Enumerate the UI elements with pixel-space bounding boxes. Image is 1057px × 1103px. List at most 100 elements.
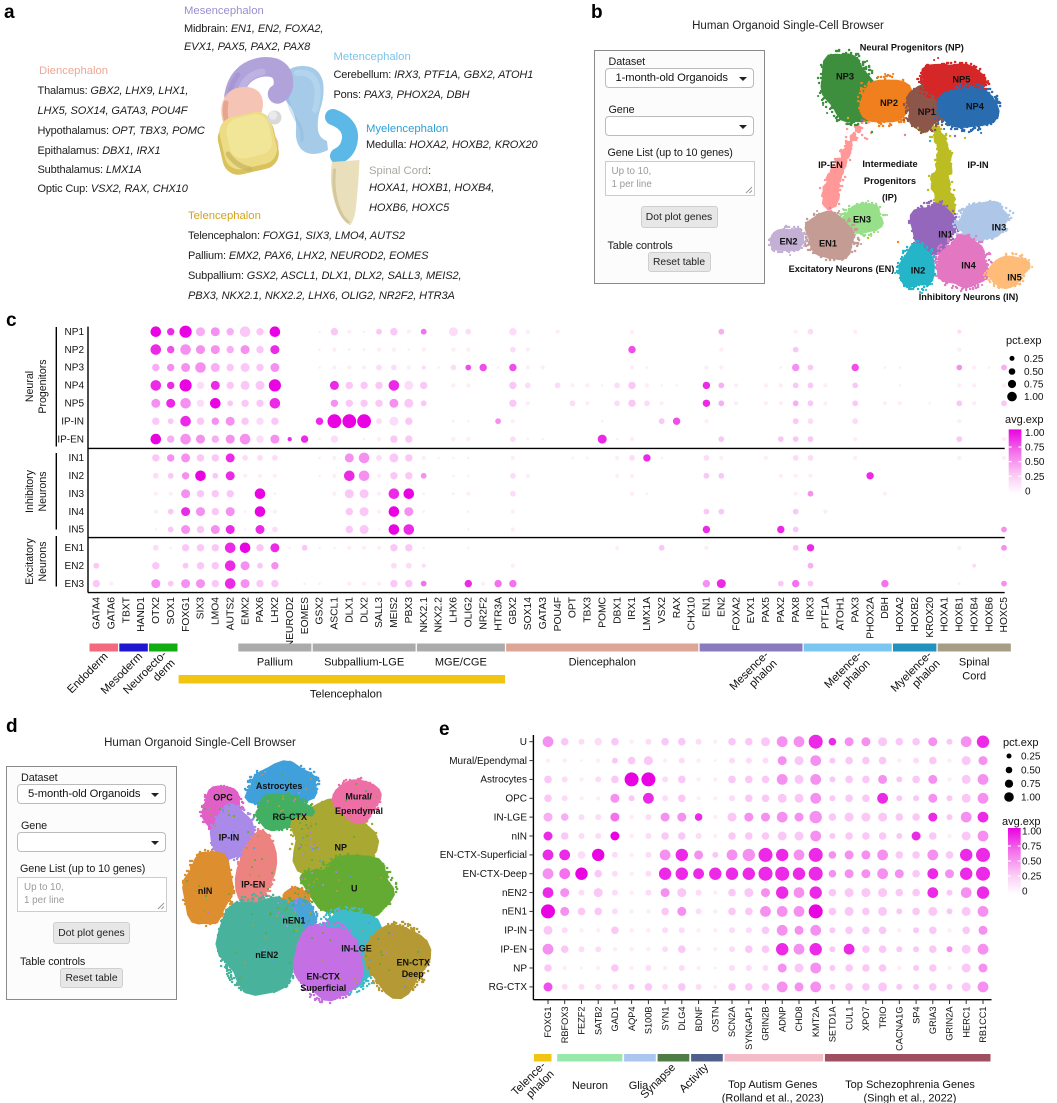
svg-text:Deep: Deep — [402, 969, 425, 979]
svg-text:Activity: Activity — [677, 1061, 711, 1095]
svg-text:SOX1: SOX1 — [166, 597, 177, 625]
svg-text:Diencephalon: Diencephalon — [569, 657, 636, 669]
svg-text:Neuron: Neuron — [572, 1080, 608, 1092]
svg-text:HOXA2: HOXA2 — [895, 597, 906, 632]
svg-text:KROX20: KROX20 — [925, 597, 936, 638]
svg-text:SOX14: SOX14 — [523, 597, 534, 630]
svg-text:SP4: SP4 — [911, 1007, 921, 1024]
svg-text:nEN2: nEN2 — [502, 888, 527, 899]
svg-text:MEIS2: MEIS2 — [389, 597, 400, 628]
svg-text:FEZF2: FEZF2 — [577, 1007, 587, 1035]
svg-text:EN1: EN1 — [819, 239, 837, 249]
svg-text:IP-IN: IP-IN — [219, 832, 240, 842]
svg-text:Progenitors: Progenitors — [864, 176, 916, 186]
svg-text:Excitatory Neurons (EN): Excitatory Neurons (EN) — [789, 264, 895, 274]
svg-text:Top Autism Genes: Top Autism Genes — [728, 1079, 818, 1091]
svg-text:IN3: IN3 — [992, 223, 1006, 233]
svg-text:IN4: IN4 — [961, 261, 976, 271]
svg-text:Neural Progenitors (NP): Neural Progenitors (NP) — [860, 43, 964, 53]
svg-text:NR2F2: NR2F2 — [478, 597, 489, 630]
svg-text:SALL3: SALL3 — [374, 597, 385, 628]
svg-text:EVX1: EVX1 — [746, 597, 757, 624]
svg-text:IN-LGE: IN-LGE — [494, 812, 528, 823]
svg-text:IP-IN: IP-IN — [967, 160, 988, 170]
svg-text:0.50: 0.50 — [1021, 766, 1041, 777]
svg-text:IP-EN: IP-EN — [241, 880, 265, 890]
svg-text:NP2: NP2 — [880, 98, 898, 108]
svg-text:1.00: 1.00 — [1025, 428, 1045, 439]
svg-text:PAX2: PAX2 — [776, 597, 787, 623]
svg-text:RG-CTX: RG-CTX — [489, 982, 528, 993]
svg-text:IN2: IN2 — [911, 266, 925, 276]
svg-text:Astrocytes: Astrocytes — [480, 775, 527, 786]
svg-text:DLG4: DLG4 — [677, 1007, 687, 1031]
svg-text:IN2: IN2 — [68, 471, 84, 482]
svg-text:0.50: 0.50 — [1022, 857, 1042, 868]
svg-text:TBXT: TBXT — [121, 596, 132, 623]
svg-text:HOXB4: HOXB4 — [969, 597, 980, 632]
svg-text:0.75: 0.75 — [1025, 443, 1045, 454]
svg-text:OLIG2: OLIG2 — [464, 597, 475, 628]
svg-text:IN5: IN5 — [68, 525, 84, 536]
svg-text:(IP): (IP) — [882, 193, 897, 203]
svg-text:0.75: 0.75 — [1024, 380, 1044, 391]
svg-text:EN2: EN2 — [717, 597, 728, 617]
svg-text:MGE/CGE: MGE/CGE — [435, 657, 487, 669]
svg-text:LHX6: LHX6 — [449, 597, 460, 623]
svg-text:Subpallium-LGE: Subpallium-LGE — [324, 657, 404, 669]
svg-text:Intermediate: Intermediate — [862, 159, 917, 169]
svg-text:IN1: IN1 — [68, 453, 84, 464]
svg-text:GATA6: GATA6 — [106, 597, 117, 630]
svg-text:0: 0 — [1022, 887, 1028, 898]
svg-text:Pallium: Pallium — [257, 657, 293, 669]
svg-text:0.50: 0.50 — [1025, 457, 1045, 468]
svg-text:GATA3: GATA3 — [538, 597, 549, 630]
svg-text:EN2: EN2 — [779, 237, 797, 247]
svg-text:NP2: NP2 — [65, 345, 85, 356]
svg-text:0.25: 0.25 — [1024, 354, 1044, 365]
svg-text:0.75: 0.75 — [1022, 842, 1042, 853]
svg-text:EN-CTX: EN-CTX — [397, 958, 431, 968]
svg-text:PTF1A: PTF1A — [821, 597, 832, 629]
svg-text:nEN1: nEN1 — [282, 915, 305, 925]
svg-text:IN3: IN3 — [68, 489, 84, 500]
svg-text:TRIO: TRIO — [878, 1007, 888, 1029]
svg-text:HOXB1: HOXB1 — [955, 597, 966, 632]
svg-text:OSTN: OSTN — [711, 1007, 721, 1033]
svg-text:VSX2: VSX2 — [657, 597, 668, 624]
svg-text:IP-EN: IP-EN — [57, 434, 84, 445]
svg-text:Myelence-phalon: Myelence-phalon — [889, 649, 943, 703]
svg-text:SETD1A: SETD1A — [828, 1006, 838, 1043]
svg-text:nEN1: nEN1 — [502, 907, 527, 918]
svg-text:PHOX2A: PHOX2A — [865, 597, 876, 639]
svg-text:pct.exp: pct.exp — [1003, 737, 1038, 749]
svg-text:POMC: POMC — [597, 596, 608, 627]
svg-text:NeuralProgenitors: NeuralProgenitors — [24, 359, 49, 413]
svg-text:OPC: OPC — [505, 794, 527, 805]
svg-text:LMO4: LMO4 — [211, 597, 222, 625]
svg-text:EN3: EN3 — [65, 579, 85, 590]
svg-text:EMX2: EMX2 — [240, 597, 251, 625]
svg-text:SIX3: SIX3 — [196, 597, 207, 620]
svg-text:NP: NP — [335, 843, 348, 853]
svg-text:nEN2: nEN2 — [255, 950, 278, 960]
svg-text:HERC1: HERC1 — [961, 1007, 971, 1038]
svg-text:EN1: EN1 — [702, 597, 713, 617]
svg-text:(Singh et al., 2022): (Singh et al., 2022) — [864, 1093, 957, 1103]
svg-text:NP3: NP3 — [65, 363, 85, 374]
svg-text:1.00: 1.00 — [1024, 392, 1044, 403]
svg-text:Top Schezophrenia Genes: Top Schezophrenia Genes — [845, 1079, 975, 1091]
svg-text:IRX1: IRX1 — [627, 597, 638, 620]
svg-text:Astrocytes: Astrocytes — [256, 781, 303, 791]
svg-text:Mural/: Mural/ — [345, 791, 372, 801]
svg-text:HAND1: HAND1 — [136, 597, 147, 632]
svg-text:CHX10: CHX10 — [687, 597, 698, 630]
svg-text:PAX6: PAX6 — [255, 597, 266, 623]
svg-text:RB1CC1: RB1CC1 — [978, 1007, 988, 1043]
svg-text:SATB2: SATB2 — [593, 1007, 603, 1035]
svg-text:POU4F: POU4F — [553, 597, 564, 631]
svg-text:Telence-phalon: Telence-phalon — [510, 1060, 557, 1103]
svg-text:GAD1: GAD1 — [610, 1007, 620, 1032]
svg-text:InhibitoryNeurons: InhibitoryNeurons — [24, 469, 49, 513]
svg-text:IN5: IN5 — [1007, 273, 1021, 283]
